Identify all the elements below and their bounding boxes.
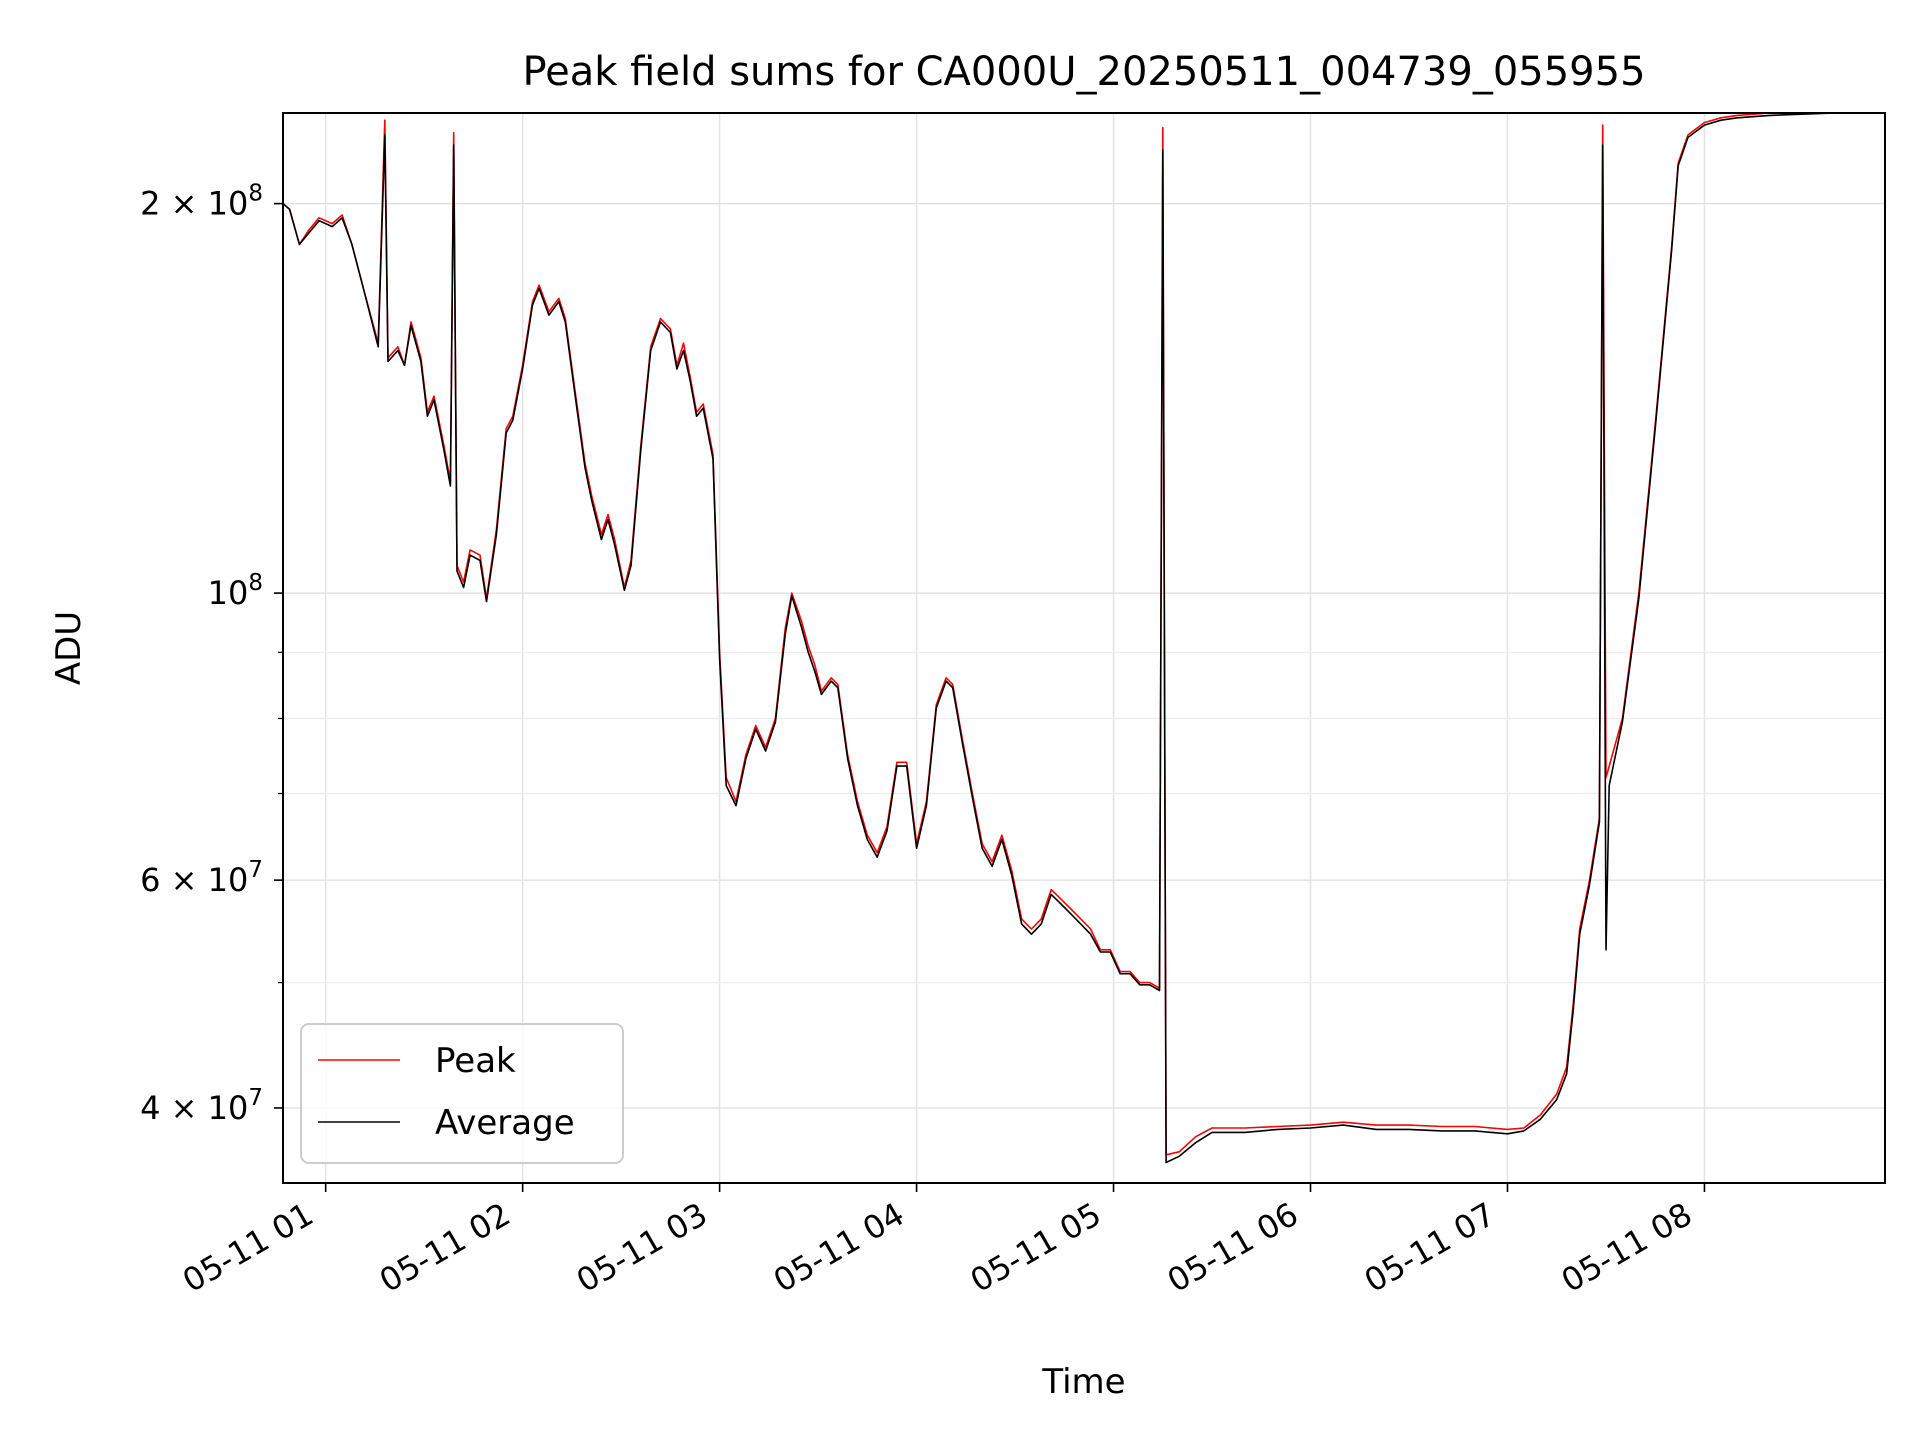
series-lines: [283, 113, 1853, 1164]
series-line-average: [283, 113, 1853, 1164]
x-axis-label: Time: [1041, 1362, 1125, 1402]
chart-title: Peak field sums for CA000U_20250511_0047…: [522, 49, 1645, 95]
plot-frame: [282, 112, 1886, 1184]
y-axis: 4 × 107 6 × 107 108 2 × 108: [140, 181, 283, 1127]
legend-label-peak: Peak: [435, 1041, 516, 1081]
y-tick-label: 108: [208, 570, 263, 612]
y-tick-label: 2 × 108: [140, 181, 263, 223]
legend: Peak Average: [300, 1023, 624, 1164]
y-tick-label: 6 × 107: [140, 857, 263, 899]
y-tick-label: 4 × 107: [140, 1085, 263, 1127]
legend-box: [300, 1023, 624, 1164]
y-axis-label: ADU: [49, 611, 89, 685]
legend-label-average: Average: [435, 1103, 575, 1143]
